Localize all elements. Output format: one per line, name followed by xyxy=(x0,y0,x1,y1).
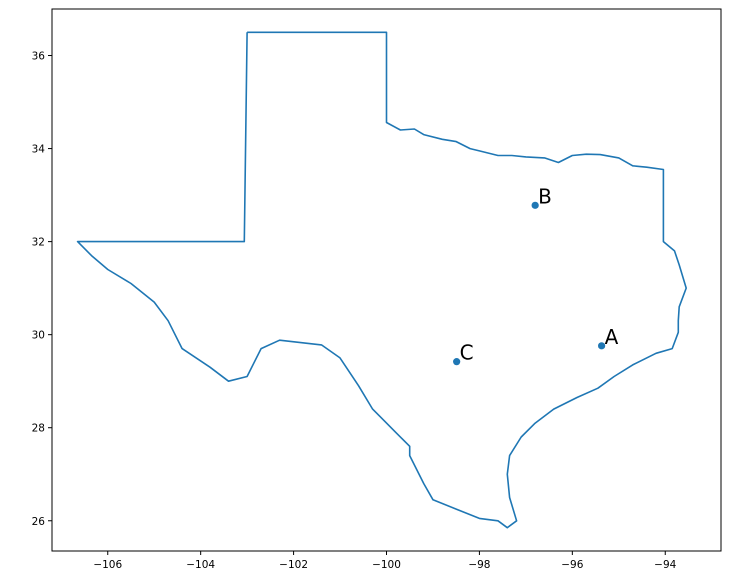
x-tick-label: −102 xyxy=(279,559,308,571)
x-tick-label: −98 xyxy=(468,559,490,571)
x-tick-label: −96 xyxy=(561,559,583,571)
x-tick-label: −94 xyxy=(654,559,676,571)
x-tick-label: −104 xyxy=(186,559,215,571)
y-tick-label: 26 xyxy=(32,516,46,528)
y-tick-label: 34 xyxy=(32,144,46,156)
y-tick-label: 32 xyxy=(32,237,45,249)
point-a-label: A xyxy=(605,325,619,349)
point-c-label: C xyxy=(460,341,474,365)
point-a-marker xyxy=(598,342,606,350)
x-tick-label: −106 xyxy=(93,559,122,571)
x-tick-label: −100 xyxy=(372,559,401,571)
texas-outline xyxy=(76,31,687,529)
y-tick-label: 30 xyxy=(32,330,45,342)
y-tick-label: 36 xyxy=(32,51,46,63)
point-c-marker xyxy=(453,358,461,366)
y-tick-label: 28 xyxy=(32,423,45,435)
point-b-label: B xyxy=(538,184,552,208)
point-b-marker xyxy=(531,201,539,209)
